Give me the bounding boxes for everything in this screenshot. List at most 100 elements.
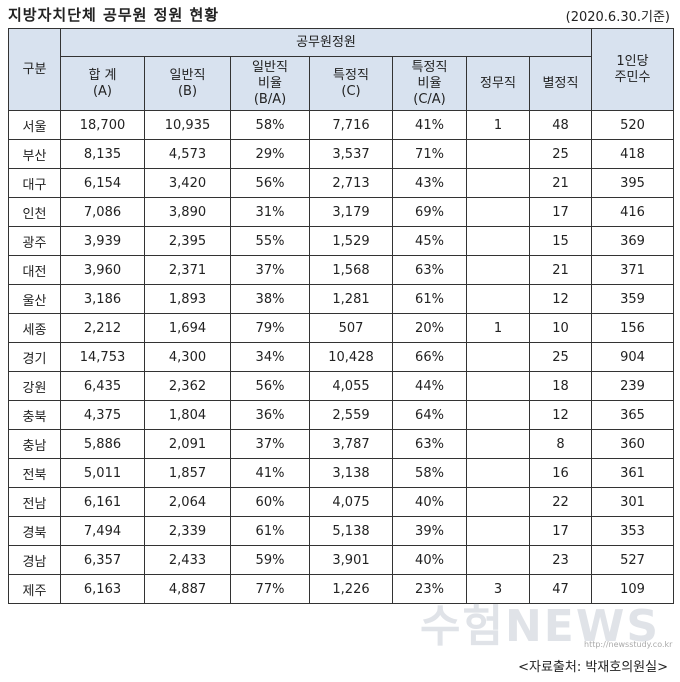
cell-per: 109	[591, 574, 674, 604]
table-row: 서울 18,700 10,935 58% 7,716 41% 1 48 520	[8, 110, 674, 140]
cell-general: 1,857	[144, 458, 231, 488]
cell-general-ratio: 58%	[230, 110, 310, 140]
table-row: 강원 6,435 2,362 56% 4,055 44% 18 239	[8, 371, 674, 401]
cell-general-ratio: 37%	[230, 429, 310, 459]
cell-per: 416	[591, 197, 674, 227]
cell-region: 충남	[8, 429, 61, 459]
cell-special: 507	[309, 313, 393, 343]
table-row: 광주 3,939 2,395 55% 1,529 45% 15 369	[8, 226, 674, 256]
header-political: 정무직	[466, 56, 530, 111]
cell-general: 2,371	[144, 255, 231, 285]
table-row: 경북 7,494 2,339 61% 5,138 39% 17 353	[8, 516, 674, 546]
cell-total: 6,435	[60, 371, 145, 401]
cell-region: 서울	[8, 110, 61, 140]
cell-region: 전북	[8, 458, 61, 488]
cell-per: 418	[591, 139, 674, 169]
table-row: 부산 8,135 4,573 29% 3,537 71% 25 418	[8, 139, 674, 169]
cell-per: 527	[591, 545, 674, 575]
cell-general: 2,064	[144, 487, 231, 517]
cell-political	[466, 168, 530, 198]
cell-special: 3,138	[309, 458, 393, 488]
cell-total: 4,375	[60, 400, 145, 430]
cell-political	[466, 284, 530, 314]
cell-general-ratio: 34%	[230, 342, 310, 372]
cell-political: 1	[466, 110, 530, 140]
table-row: 경남 6,357 2,433 59% 3,901 40% 23 527	[8, 545, 674, 575]
staff-table: 구분 공무원정원 1인당 주민수 합 계 (A) 일반직 (B) 일반직 비율 …	[8, 28, 674, 604]
cell-total: 5,886	[60, 429, 145, 459]
cell-contract: 18	[529, 371, 592, 401]
cell-special-ratio: 39%	[392, 516, 467, 546]
cell-special: 5,138	[309, 516, 393, 546]
cell-general-ratio: 59%	[230, 545, 310, 575]
cell-per: 359	[591, 284, 674, 314]
cell-total: 7,494	[60, 516, 145, 546]
cell-special-ratio: 41%	[392, 110, 467, 140]
cell-total: 6,357	[60, 545, 145, 575]
cell-contract: 10	[529, 313, 592, 343]
cell-total: 18,700	[60, 110, 145, 140]
cell-general: 3,890	[144, 197, 231, 227]
cell-per: 365	[591, 400, 674, 430]
cell-per: 301	[591, 487, 674, 517]
cell-general-ratio: 36%	[230, 400, 310, 430]
cell-contract: 48	[529, 110, 592, 140]
header-general-ratio: 일반직 비율 (B/A)	[230, 56, 310, 111]
cell-political	[466, 458, 530, 488]
cell-special-ratio: 44%	[392, 371, 467, 401]
cell-political	[466, 371, 530, 401]
cell-contract: 8	[529, 429, 592, 459]
cell-total: 6,161	[60, 487, 145, 517]
header-region: 구분	[8, 28, 61, 111]
cell-general-ratio: 56%	[230, 168, 310, 198]
cell-total: 5,011	[60, 458, 145, 488]
cell-special: 2,713	[309, 168, 393, 198]
header-general: 일반직 (B)	[144, 56, 231, 111]
cell-special-ratio: 43%	[392, 168, 467, 198]
cell-special: 10,428	[309, 342, 393, 372]
table-row: 세종 2,212 1,694 79% 507 20% 1 10 156	[8, 313, 674, 343]
cell-region: 울산	[8, 284, 61, 314]
cell-per: 360	[591, 429, 674, 459]
cell-special: 1,529	[309, 226, 393, 256]
cell-general-ratio: 55%	[230, 226, 310, 256]
cell-special-ratio: 20%	[392, 313, 467, 343]
table-row: 경기 14,753 4,300 34% 10,428 66% 25 904	[8, 342, 674, 372]
cell-total: 3,939	[60, 226, 145, 256]
header-special-ratio: 특정직 비율 (C/A)	[392, 56, 467, 111]
cell-political	[466, 226, 530, 256]
cell-general-ratio: 60%	[230, 487, 310, 517]
cell-general: 4,300	[144, 342, 231, 372]
date-label: (2020.6.30.기준)	[565, 10, 670, 25]
cell-contract: 25	[529, 342, 592, 372]
cell-political	[466, 545, 530, 575]
cell-contract: 16	[529, 458, 592, 488]
watermark-url: http://newsstudy.co.kr	[584, 640, 673, 649]
cell-political	[466, 139, 530, 169]
cell-special: 3,179	[309, 197, 393, 227]
cell-per: 904	[591, 342, 674, 372]
cell-political: 1	[466, 313, 530, 343]
cell-general-ratio: 61%	[230, 516, 310, 546]
header-per-person: 1인당 주민수	[591, 28, 674, 111]
cell-special: 4,075	[309, 487, 393, 517]
cell-general: 10,935	[144, 110, 231, 140]
cell-special: 2,559	[309, 400, 393, 430]
cell-general-ratio: 41%	[230, 458, 310, 488]
cell-per: 239	[591, 371, 674, 401]
cell-region: 인천	[8, 197, 61, 227]
cell-general-ratio: 31%	[230, 197, 310, 227]
cell-contract: 25	[529, 139, 592, 169]
cell-contract: 17	[529, 516, 592, 546]
cell-political	[466, 342, 530, 372]
cell-special: 4,055	[309, 371, 393, 401]
cell-special-ratio: 58%	[392, 458, 467, 488]
cell-general: 4,573	[144, 139, 231, 169]
cell-political: 3	[466, 574, 530, 604]
cell-region: 대구	[8, 168, 61, 198]
cell-political	[466, 429, 530, 459]
cell-special: 3,901	[309, 545, 393, 575]
cell-special-ratio: 66%	[392, 342, 467, 372]
cell-total: 2,212	[60, 313, 145, 343]
cell-region: 경북	[8, 516, 61, 546]
